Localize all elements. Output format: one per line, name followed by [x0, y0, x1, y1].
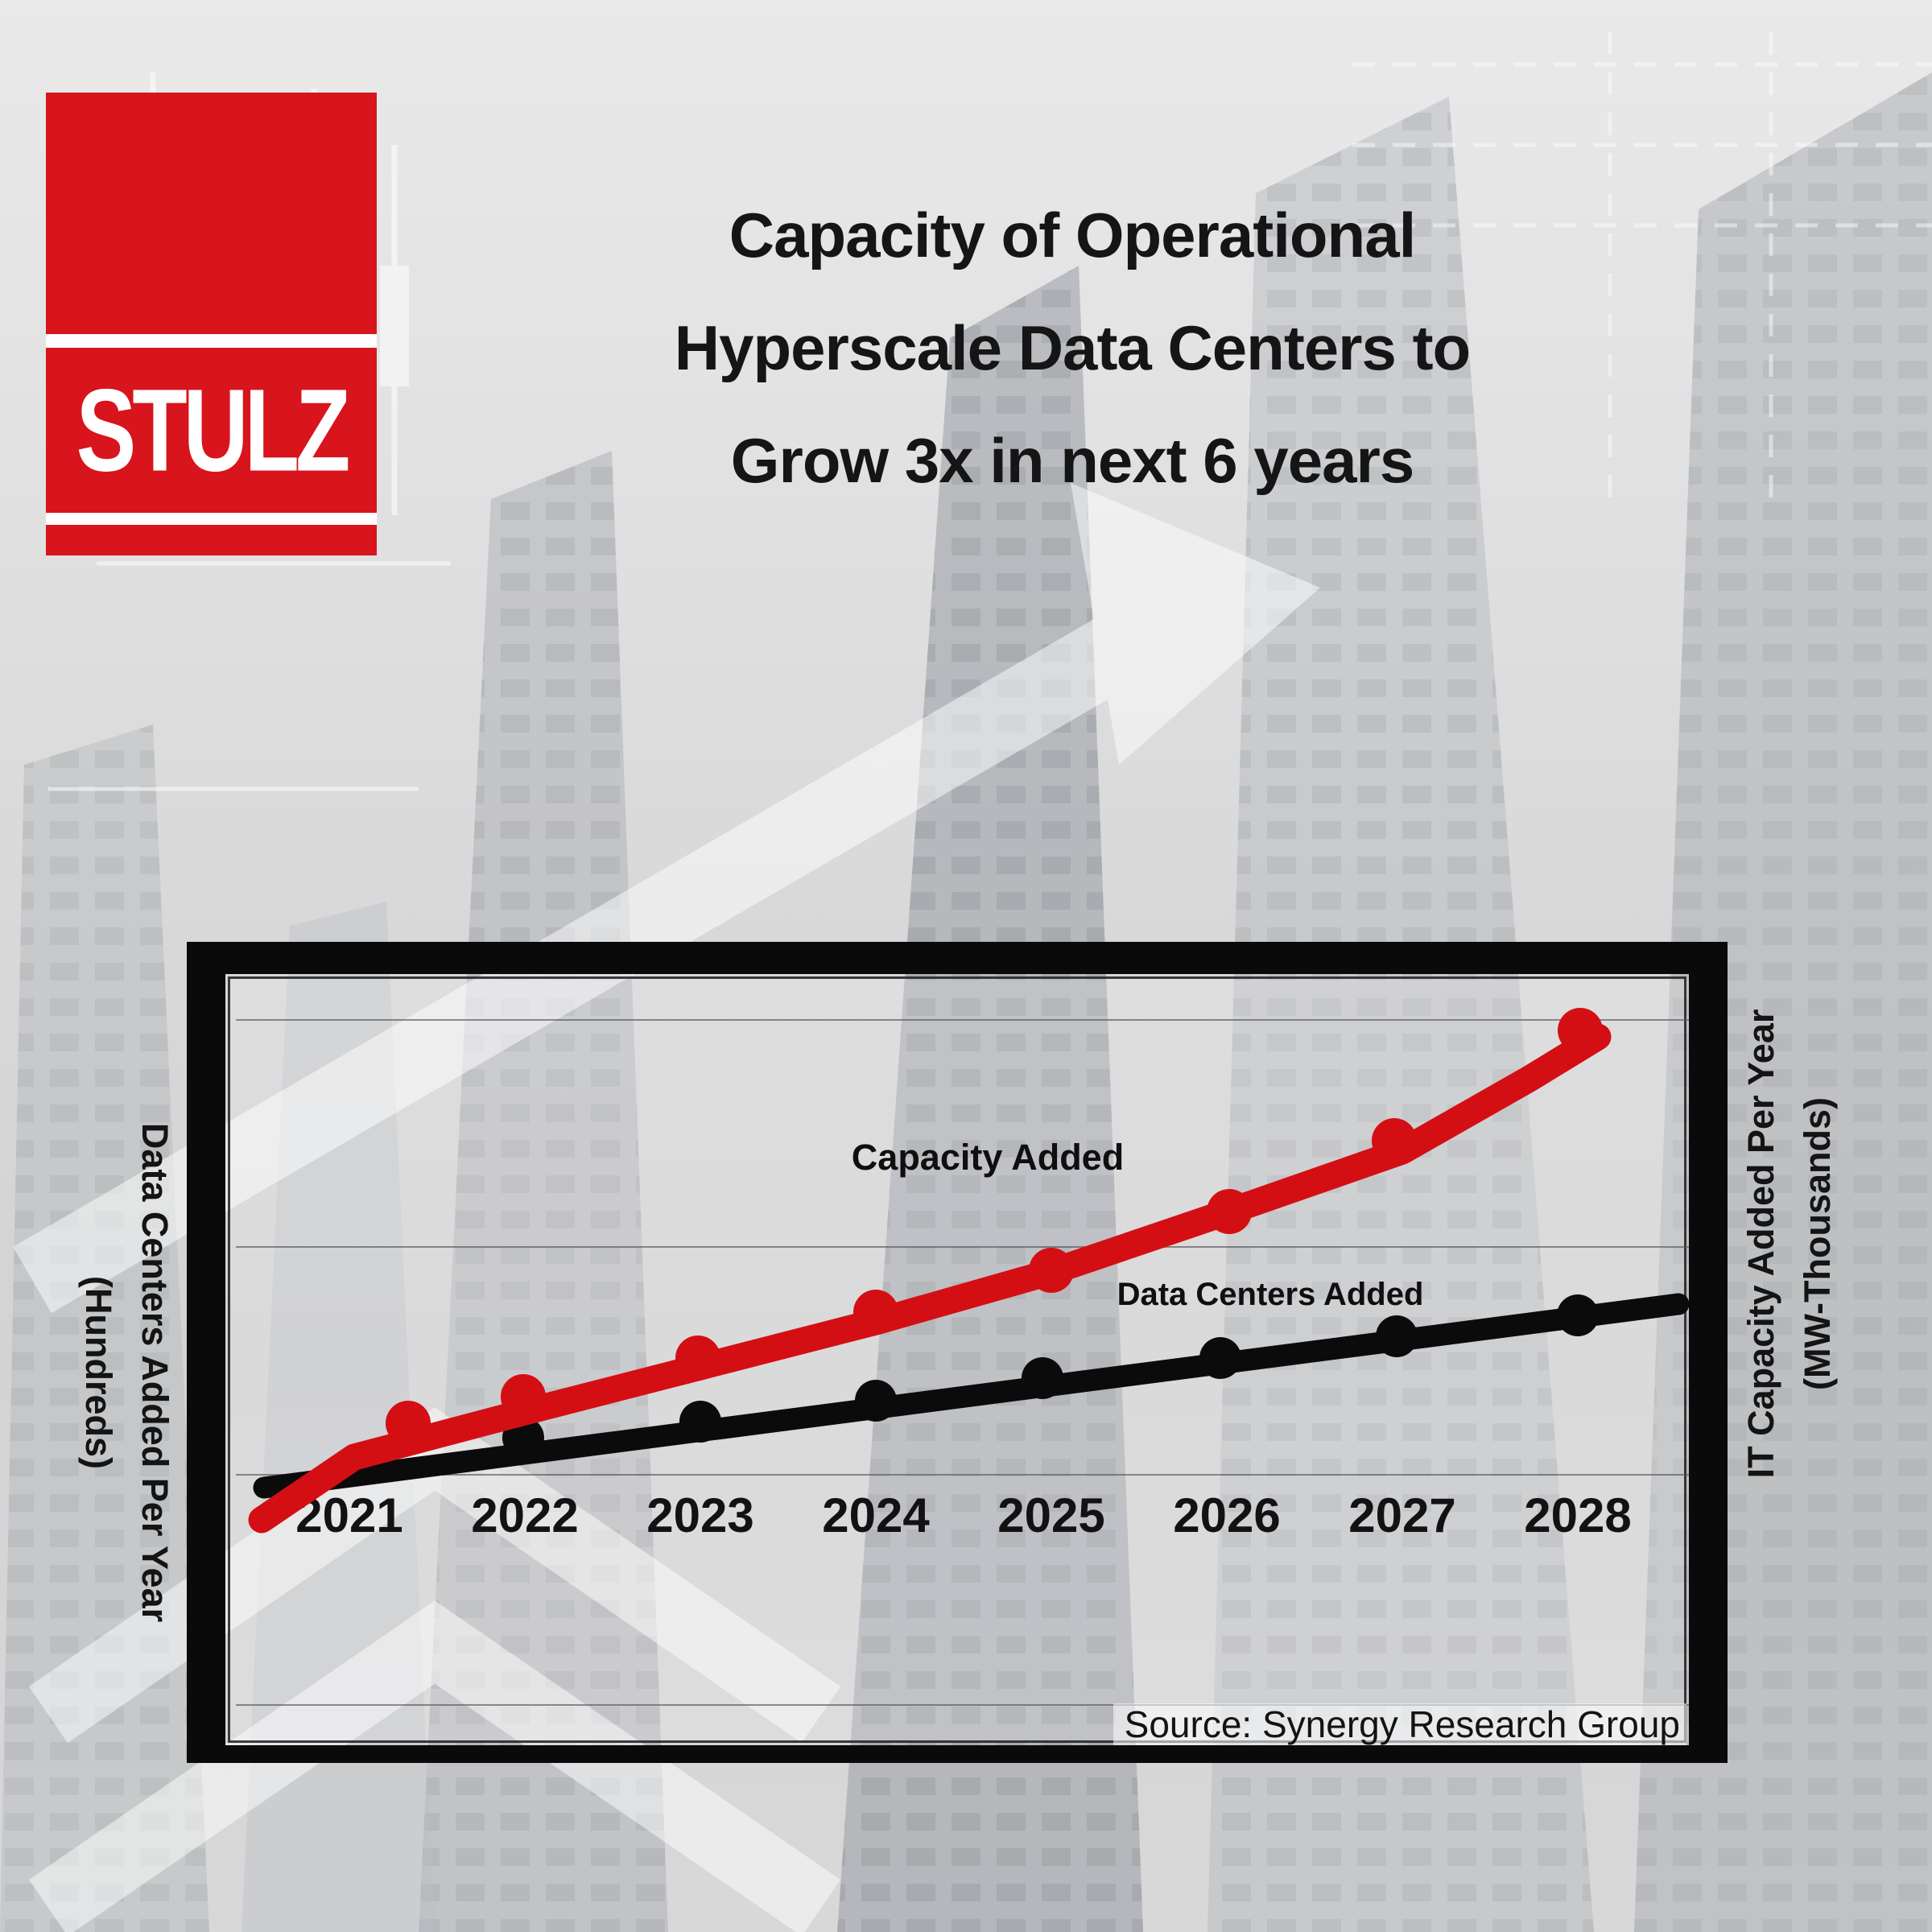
- left-y-axis-label-line1: Data Centers Added Per Year: [134, 1122, 175, 1623]
- x-axis-label-2028: 2028: [1524, 1488, 1632, 1542]
- capacity-added-series-label: Capacity Added: [851, 1137, 1125, 1178]
- page-title-line3: Grow 3x in next 6 years: [730, 425, 1414, 496]
- logo-stripe-top: [46, 334, 377, 348]
- right-y-axis-label: IT Capacity Added Per Year (MW-Thousands…: [1733, 801, 1846, 1686]
- stulz-logo: STULZ: [46, 93, 377, 555]
- dashed-grid-overlay: [1352, 32, 1932, 515]
- x-axis-label-2024: 2024: [822, 1488, 930, 1542]
- page-title: Capacity of Operational Hyperscale Data …: [483, 179, 1662, 517]
- right-y-axis-label-line2: (MW-Thousands): [1797, 1096, 1838, 1391]
- source-attribution-text: Source: Synergy Research Group: [1113, 1703, 1686, 1745]
- left-y-axis-label: Data Centers Added Per Year (Hundreds): [70, 930, 183, 1815]
- chart-frame: [187, 942, 1728, 1763]
- page-title-line2: Hyperscale Data Centers to: [674, 312, 1471, 383]
- x-axis-label-2025: 2025: [997, 1488, 1105, 1542]
- logo-stripe-bottom: [46, 513, 377, 525]
- x-axis-label-2021: 2021: [295, 1488, 403, 1542]
- left-y-axis-label-line2: (Hundreds): [78, 1276, 119, 1469]
- page-title-line1: Capacity of Operational: [729, 200, 1417, 270]
- data-centers-added-series-label: Data Centers Added: [1117, 1277, 1424, 1312]
- x-axis-label-2022: 2022: [471, 1488, 579, 1542]
- chart-plot-area: [228, 976, 1686, 1743]
- right-y-axis-label-line1: IT Capacity Added Per Year: [1740, 1009, 1781, 1479]
- x-axis-label-2027: 2027: [1348, 1488, 1456, 1542]
- x-axis-label-2023: 2023: [646, 1488, 754, 1542]
- source-attribution: Source: Synergy Research Group: [950, 1703, 1686, 1745]
- x-axis-label-2026: 2026: [1173, 1488, 1281, 1542]
- stulz-logo-wordmark: STULZ: [76, 365, 351, 496]
